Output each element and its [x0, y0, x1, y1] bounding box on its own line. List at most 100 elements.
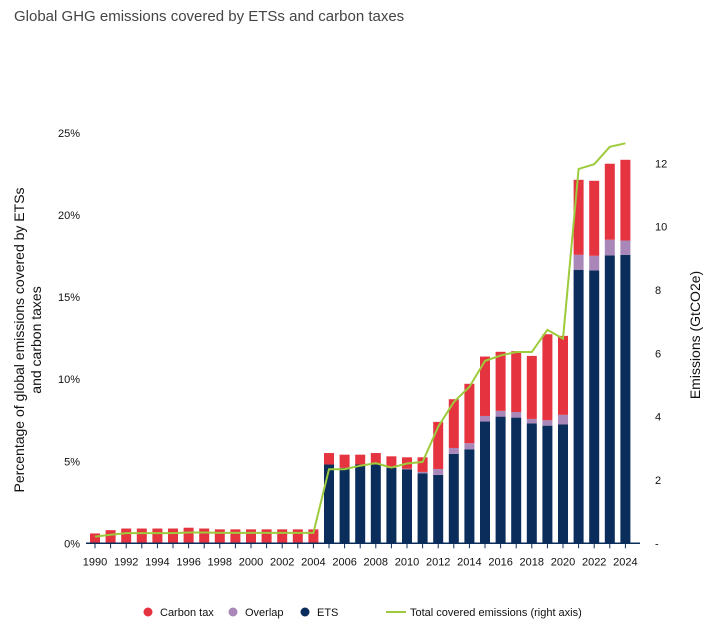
- x-tick-label: 2020: [551, 556, 575, 568]
- legend-label: ETS: [317, 607, 338, 619]
- bar-ets-2019: [542, 425, 553, 544]
- bar-overlap-2011: [417, 471, 428, 474]
- x-tick-label: 2018: [520, 556, 544, 568]
- bar-carbon-tax-2001: [261, 529, 272, 544]
- bar-carbon-tax-1995: [168, 528, 178, 544]
- bar-carbon-tax-2005: [324, 453, 334, 465]
- bar-ets-2013: [448, 453, 459, 544]
- x-tick-label: 2022: [582, 556, 606, 568]
- legend-swatch-overlap: [228, 607, 238, 617]
- bar-overlap-2017: [511, 412, 522, 418]
- bar-carbon-tax-1991: [105, 530, 116, 544]
- bar-ets-2020: [558, 424, 568, 544]
- x-tick-label: 2002: [270, 556, 294, 568]
- bar-overlap-2020: [558, 414, 568, 425]
- bar-carbon-tax-2020: [558, 335, 568, 415]
- bar-carbon-tax-2022: [589, 180, 600, 256]
- bar-ets-2009: [386, 467, 397, 544]
- bar-ets-2014: [464, 449, 475, 544]
- x-tick-label: 2012: [426, 556, 450, 568]
- bar-carbon-tax-2000: [246, 529, 256, 544]
- x-tick-label: 2010: [395, 556, 419, 568]
- bar-carbon-tax-2002: [277, 529, 288, 544]
- bar-ets-2006: [339, 467, 350, 544]
- x-tick-label: 1998: [208, 556, 232, 568]
- bar-ets-2010: [402, 469, 412, 544]
- bar-carbon-tax-2009: [386, 456, 397, 468]
- bar-overlap-2019: [542, 420, 553, 426]
- bar-carbon-tax-1990: [90, 533, 100, 544]
- bar-carbon-tax-2024: [620, 159, 631, 241]
- bar-overlap-2018: [526, 418, 537, 424]
- x-tick-label: 2008: [364, 556, 388, 568]
- x-tick-label: 2000: [239, 556, 263, 568]
- x-tick-label: 1994: [145, 556, 169, 568]
- bar-carbon-tax-1996: [183, 527, 194, 544]
- bar-ets-2005: [324, 464, 334, 544]
- y2-tick-label: 6: [655, 348, 661, 360]
- legend-label: Overlap: [245, 607, 284, 619]
- bar-carbon-tax-2003: [292, 529, 303, 544]
- bar-ets-2015: [480, 421, 490, 544]
- bar-carbon-tax-2013: [448, 399, 459, 448]
- legend-label: Carbon tax: [160, 607, 214, 619]
- bar-ets-2012: [433, 474, 444, 544]
- bar-carbon-tax-2004: [308, 529, 319, 544]
- bar-carbon-tax-2019: [542, 334, 553, 421]
- bar-carbon-tax-2011: [417, 457, 428, 472]
- bar-carbon-tax-1998: [214, 529, 225, 544]
- bar-carbon-tax-2018: [526, 355, 537, 419]
- x-tick-label: 2016: [488, 556, 512, 568]
- bar-ets-2017: [511, 417, 522, 544]
- y2-axis-label: Emissions (GtCO2e): [687, 271, 703, 399]
- x-tick-label: 2006: [332, 556, 356, 568]
- bar-ets-2023: [604, 255, 615, 544]
- x-tick-label: 1992: [114, 556, 138, 568]
- y2-tick-label: 4: [655, 412, 661, 424]
- bar-carbon-tax-1994: [152, 528, 163, 544]
- bar-carbon-tax-2014: [464, 383, 475, 444]
- bar-overlap-2022: [589, 255, 600, 271]
- bar-carbon-tax-2023: [604, 163, 615, 240]
- bar-carbon-tax-2012: [433, 421, 444, 469]
- bar-ets-2008: [370, 464, 381, 544]
- bar-overlap-2021: [573, 254, 584, 270]
- y-tick-label: 0%: [64, 538, 80, 550]
- bar-carbon-tax-1999: [230, 529, 241, 544]
- bar-ets-2021: [573, 269, 584, 544]
- y2-tick-label: 10: [655, 222, 667, 234]
- x-tick-label: 1996: [176, 556, 200, 568]
- y-tick-label: 20%: [58, 210, 80, 222]
- x-tick-label: 2014: [457, 556, 481, 568]
- x-tick-label: 2004: [301, 556, 325, 568]
- y-tick-label: 10%: [58, 374, 80, 386]
- bar-overlap-2013: [448, 447, 459, 454]
- y2-tick-label: 12: [655, 158, 667, 170]
- bar-overlap-2012: [433, 468, 444, 475]
- bar-carbon-tax-2007: [355, 454, 366, 465]
- legend-swatch-carbon-tax: [143, 607, 153, 617]
- bar-carbon-tax-1992: [121, 528, 132, 544]
- bar-carbon-tax-2015: [480, 356, 490, 416]
- y2-tick-label: -: [655, 538, 659, 550]
- bar-carbon-tax-2008: [370, 453, 381, 465]
- legend-swatch-ets: [300, 607, 310, 617]
- bar-ets-2011: [417, 473, 428, 544]
- bar-carbon-tax-1993: [136, 528, 147, 544]
- y-axis-label: Percentage of global emissions covered b…: [11, 187, 44, 492]
- bar-ets-2022: [589, 270, 600, 544]
- bar-overlap-2016: [495, 410, 506, 417]
- bar-carbon-tax-1997: [199, 528, 210, 544]
- x-tick-label: 2024: [613, 556, 637, 568]
- total-covered-emissions-line: [94, 142, 626, 538]
- bar-carbon-tax-2017: [511, 351, 522, 413]
- bar-carbon-tax-2016: [495, 351, 506, 411]
- y2-tick-label: 2: [655, 475, 661, 487]
- chart-title: Global GHG emissions covered by ETSs and…: [14, 8, 405, 25]
- bar-ets-2016: [495, 416, 506, 544]
- y-tick-label: 25%: [58, 128, 80, 140]
- bar-overlap-2023: [604, 239, 615, 256]
- legend-label: Total covered emissions (right axis): [410, 607, 582, 619]
